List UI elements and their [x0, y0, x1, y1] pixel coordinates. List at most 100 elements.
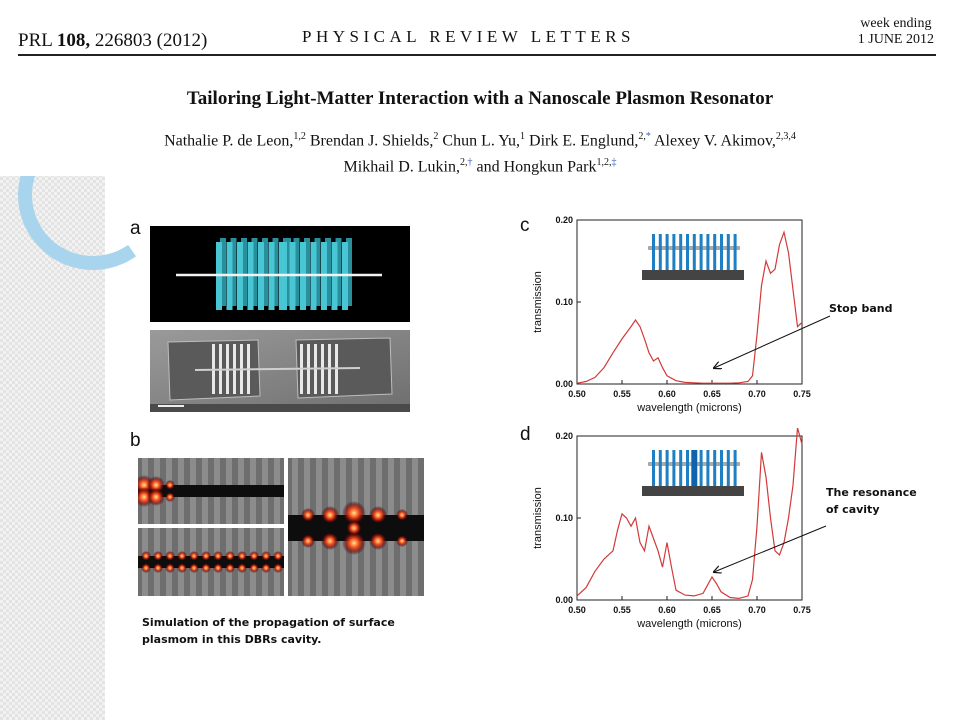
x-axis-label: wavelength (microns) — [636, 618, 742, 630]
fin-side — [293, 238, 300, 306]
grating-bar — [665, 234, 669, 270]
y-tick-label: 0.20 — [555, 215, 573, 225]
field-hotspot — [396, 535, 408, 547]
field-hotspot — [261, 563, 271, 573]
sem-edge — [150, 404, 410, 412]
fin-side — [220, 238, 226, 306]
field-hotspot — [225, 563, 235, 573]
inset-schematic — [642, 234, 744, 280]
author-name: Chun L. Yu, — [438, 132, 521, 150]
substrate — [642, 486, 744, 496]
sim-field — [138, 475, 175, 507]
y-tick-label: 0.10 — [555, 297, 573, 307]
y-axis-label: transmission — [532, 487, 544, 549]
grating-bar — [672, 450, 676, 486]
grating-bar — [652, 450, 655, 486]
transmission-chart-d: 0.50 0.55 0.60 0.65 0.70 0.75 0.00 0.10 0.20 wave… — [532, 428, 811, 630]
author-affiliation: 2,3,4 — [775, 131, 796, 142]
fin-side — [314, 238, 321, 306]
stop-band-arrow — [714, 315, 831, 368]
field-hotspot — [153, 551, 163, 561]
fin-side — [272, 238, 279, 306]
simulation-image-bottom-left — [138, 528, 284, 596]
grating-bar — [699, 234, 703, 270]
fin-side — [335, 238, 342, 306]
field-hotspot — [165, 551, 175, 561]
resonance-annotation: The resonance of cavity — [826, 486, 917, 516]
grating-bar — [720, 450, 723, 486]
paper-header: PRL 108, 226803 (2012) PHYSICAL REVIEW L… — [0, 0, 960, 176]
grating-bar — [726, 234, 730, 270]
field-hotspot — [213, 551, 223, 561]
author-affiliation: 2, — [638, 131, 646, 142]
resonance-arrow — [714, 525, 827, 572]
author-mark: † — [467, 157, 473, 169]
panel-label-d: d — [520, 424, 531, 445]
grating-bar — [686, 234, 689, 270]
grating-bar — [658, 450, 662, 486]
field-hotspot — [201, 563, 211, 573]
sim-waveguide — [138, 485, 284, 497]
fin-side — [251, 238, 258, 306]
x-tick-label: 0.50 — [568, 605, 586, 615]
sem-image — [150, 330, 410, 412]
annotation-arrows — [700, 315, 831, 590]
grating-bar — [699, 450, 703, 486]
author-affiliation: 2, — [459, 157, 468, 169]
grating-bar — [691, 450, 698, 486]
field-hotspot — [237, 551, 247, 561]
author-name: Brendan J. Shields, — [305, 132, 434, 150]
substrate — [642, 270, 744, 280]
field-hotspot — [342, 531, 366, 555]
field-hotspot — [189, 551, 199, 561]
author-mark: * — [645, 131, 651, 142]
field-hotspot — [177, 551, 187, 561]
journal-name: PHYSICAL REVIEW LETTERS — [302, 27, 635, 46]
fin-side — [262, 238, 268, 306]
grating-bar — [726, 450, 730, 486]
field-hotspot — [213, 563, 223, 573]
field-hotspot — [141, 551, 151, 561]
author-affiliation: 2 — [433, 131, 439, 142]
x-tick-label: 0.60 — [658, 605, 676, 615]
x-tick-label: 0.55 — [613, 605, 631, 615]
y-tick-label: 0.00 — [555, 595, 573, 605]
author-line-2: Mikhail D. Lukin,2,† and Hongkun Park1,2… — [0, 152, 960, 178]
field-hotspot — [165, 480, 175, 490]
field-hotspot — [249, 551, 259, 561]
author-name: Mikhail D. Lukin, — [343, 158, 460, 176]
field-hotspot — [261, 551, 271, 561]
x-tick-label: 0.50 — [568, 389, 586, 399]
grating-bar — [658, 234, 662, 270]
transmission-chart-c: 0.50 0.55 0.60 0.65 0.70 0.75 0.00 0.10 0.20 wave… — [532, 215, 811, 414]
stop-band-annotation: Stop band — [829, 302, 893, 315]
paper-title: Tailoring Light-Matter Interaction with … — [186, 88, 774, 109]
author-name: Alexey V. Akimov, — [650, 132, 776, 150]
y-tick-label: 0.20 — [555, 431, 573, 441]
field-hotspot — [321, 506, 339, 524]
inset-schematic — [642, 450, 744, 496]
sim-field — [141, 551, 283, 573]
author-mark: ‡ — [611, 157, 617, 169]
grating-bar — [679, 234, 683, 270]
author-affiliation: 1,2 — [293, 131, 306, 142]
y-tick-label: 0.10 — [555, 513, 573, 523]
x-tick-label: 0.65 — [703, 605, 721, 615]
sem-nanowire — [194, 367, 361, 371]
transmission-curve — [576, 428, 803, 600]
field-hotspot — [301, 508, 315, 522]
panel-label-a: a — [130, 218, 141, 239]
field-hotspot — [369, 506, 387, 524]
grating-bar — [713, 234, 717, 270]
field-hotspot — [165, 492, 175, 502]
sim-field — [301, 501, 408, 555]
issue-date: week ending 1 JUNE 2012 — [857, 16, 934, 47]
field-hotspot — [273, 551, 283, 561]
panel-label-b: b — [130, 430, 141, 451]
field-hotspot — [249, 563, 259, 573]
field-hotspot — [342, 501, 366, 525]
fin-side — [230, 238, 237, 306]
grating-bar — [686, 450, 689, 486]
grating-bar — [733, 234, 737, 270]
sim-waveguide — [138, 556, 284, 568]
